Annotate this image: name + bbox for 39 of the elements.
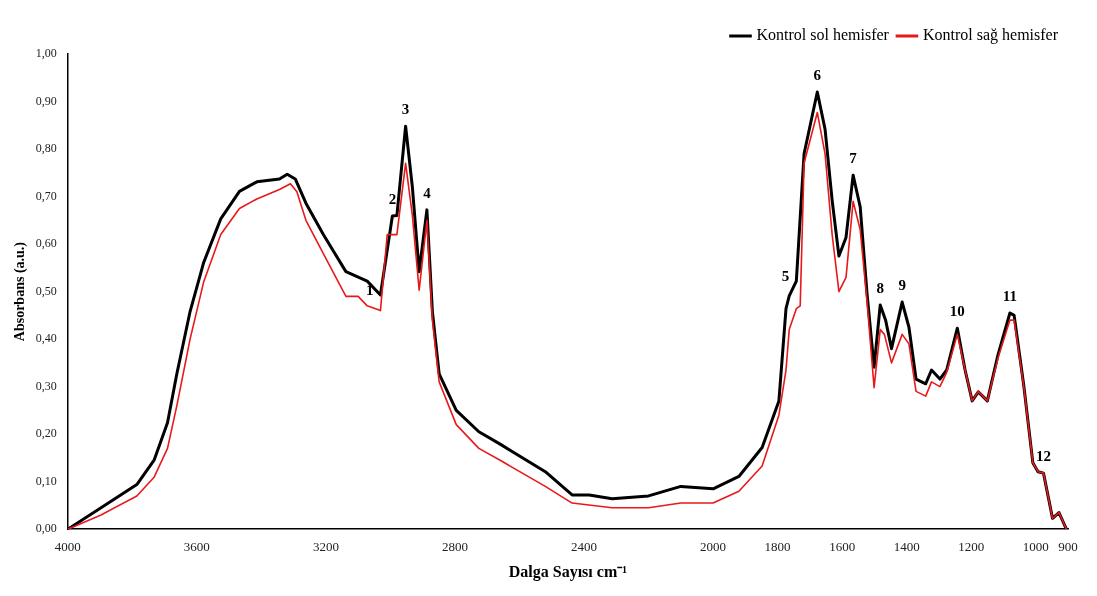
annotation: 7 <box>849 150 858 167</box>
x-tick-label: 1800 <box>764 539 791 555</box>
y-tick-label: 1,00 <box>35 46 57 61</box>
y-tick-label: 0,30 <box>35 378 57 393</box>
x-tick-label: 4000 <box>54 539 81 555</box>
x-tick-label: 2400 <box>571 539 598 555</box>
x-axis-title: Dalga Sayısı cm⁻¹ <box>508 562 628 581</box>
x-tick-label: 1400 <box>893 539 920 555</box>
annotation: 2 <box>388 190 397 207</box>
annotation: 4 <box>423 184 432 201</box>
y-tick-label: 0,40 <box>35 331 57 346</box>
x-tick-label: 3600 <box>183 539 210 555</box>
y-tick-label: 0,10 <box>35 473 57 488</box>
y-tick-label: 0,20 <box>35 426 57 441</box>
annotation: 9 <box>898 276 906 293</box>
x-tick-label: 900 <box>1058 539 1078 555</box>
annotation: 3 <box>401 101 410 118</box>
x-tick-label: 1000 <box>1022 539 1049 555</box>
annotation: 6 <box>813 66 822 83</box>
y-tick-label: 0,80 <box>35 141 57 156</box>
annotation: 5 <box>781 268 790 285</box>
x-tick-label: 1600 <box>829 539 856 555</box>
y-tick-label: 0,70 <box>35 188 57 203</box>
y-axis-title: Absorbans (a.u.) <box>12 241 29 342</box>
legend-label: Kontrol sol hemisfer <box>756 26 890 44</box>
x-tick-label: 2000 <box>700 539 727 555</box>
x-tick-label: 1200 <box>958 539 985 555</box>
y-tick-label: 0,00 <box>35 521 57 536</box>
y-tick-label: 0,60 <box>35 236 57 251</box>
y-tick-label: 0,50 <box>35 283 57 298</box>
x-tick-label: 2800 <box>441 539 468 555</box>
annotation: 8 <box>876 279 884 296</box>
annotation: 1 <box>365 281 374 298</box>
annotation: 10 <box>949 303 965 320</box>
legend-label: Kontrol sağ hemisfer <box>922 26 1059 45</box>
x-tick-label: 3200 <box>312 539 339 555</box>
y-tick-label: 0,90 <box>35 93 57 108</box>
annotation: 12 <box>1035 448 1051 464</box>
annotation: 11 <box>1002 287 1018 304</box>
